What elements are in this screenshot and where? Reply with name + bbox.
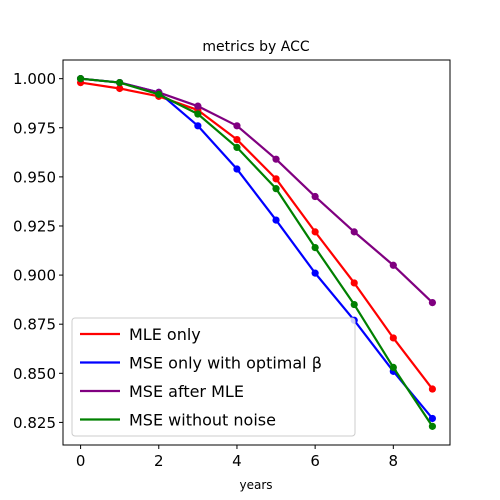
x-tick-label: 0 xyxy=(76,452,86,470)
y-tick-label: 0.825 xyxy=(13,414,56,432)
axes-frame xyxy=(62,59,451,446)
x-tick-label: 6 xyxy=(310,452,320,470)
data-point xyxy=(155,90,163,98)
axis-ticks: 0 2 4 6 8 0.825 0.850 0.875 0.900 0.925 0.950 0.975… xyxy=(13,70,398,470)
data-point xyxy=(272,155,280,163)
x-tick-label: 2 xyxy=(154,452,164,470)
data-point xyxy=(194,110,202,118)
data-point xyxy=(272,185,280,193)
data-point xyxy=(76,75,85,83)
data-point xyxy=(116,84,124,93)
x-axis-label: years xyxy=(239,478,272,492)
legend-box xyxy=(71,317,356,437)
data-point xyxy=(233,143,241,152)
legend-label: MSE only with optimal β xyxy=(129,354,322,373)
data-point xyxy=(389,261,397,269)
y-tick-label: 0.850 xyxy=(13,365,56,383)
data-point xyxy=(389,363,397,372)
data-point xyxy=(428,414,437,423)
y-tick-label: 0.900 xyxy=(13,267,56,285)
data-point xyxy=(350,279,358,287)
series-line-2 xyxy=(79,77,434,304)
y-tick-label: 0.950 xyxy=(13,168,56,186)
data-point xyxy=(428,298,437,307)
series-3 xyxy=(76,75,437,430)
x-tick-label: 8 xyxy=(389,452,399,470)
legend-label: MLE only xyxy=(129,325,201,344)
data-point xyxy=(428,422,437,430)
data-point xyxy=(311,228,319,236)
data-point xyxy=(350,300,358,309)
data-point xyxy=(233,135,241,144)
legend-label: MSE after MLE xyxy=(129,382,244,401)
data-point xyxy=(194,122,202,130)
series-line-0 xyxy=(79,81,434,391)
legend-label: MSE without noise xyxy=(129,411,276,430)
y-tick-label: 0.975 xyxy=(13,119,56,137)
data-point xyxy=(428,385,437,393)
series-line-3 xyxy=(79,77,434,428)
data-point xyxy=(272,216,280,224)
data-point xyxy=(311,243,319,252)
data-point xyxy=(389,334,397,342)
data-point xyxy=(311,192,319,201)
chart-title: metrics by ACC xyxy=(202,39,310,55)
data-point xyxy=(233,122,241,130)
data-point xyxy=(194,102,202,110)
x-tick-label: 4 xyxy=(232,452,242,470)
y-tick-label: 0.875 xyxy=(13,316,56,334)
series-2 xyxy=(76,75,437,307)
data-point xyxy=(350,228,358,236)
data-point xyxy=(233,165,241,173)
plot-area xyxy=(62,59,451,446)
y-tick-label: 0.925 xyxy=(13,217,56,235)
data-point xyxy=(311,269,319,277)
data-point xyxy=(116,78,124,87)
data-point xyxy=(272,175,280,183)
legend: MLE only MSE only with optimal β MSE after… xyxy=(71,317,356,437)
y-tick-label: 1.000 xyxy=(13,70,56,88)
